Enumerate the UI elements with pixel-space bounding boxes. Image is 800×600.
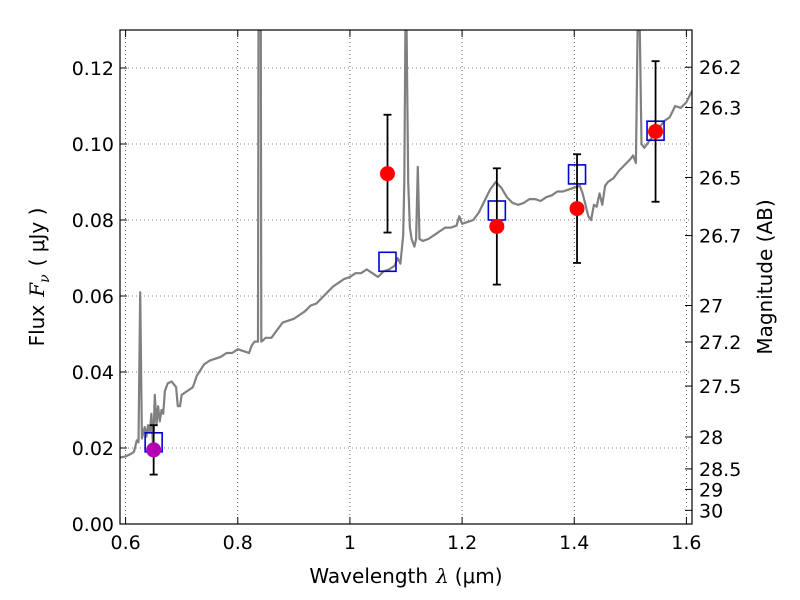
y-tick-label: 0.10 xyxy=(72,134,114,156)
y2-tick-label: 27.2 xyxy=(699,332,741,354)
y-tick-label: 0.12 xyxy=(72,58,114,80)
y-axis-title: FluxFν( μJy ) xyxy=(25,208,53,347)
x-tick-label: 1.2 xyxy=(447,532,477,554)
observed-point xyxy=(146,442,162,458)
y-tick-label: 0.08 xyxy=(72,210,114,232)
y2-tick-label: 27 xyxy=(699,296,723,318)
plot-area xyxy=(120,30,692,476)
y2-tick-label: 30 xyxy=(699,500,723,522)
y2-tick-label: 29 xyxy=(699,479,723,501)
observed-point xyxy=(648,123,664,139)
y2-tick-label: 26.7 xyxy=(699,226,741,248)
observed-point xyxy=(379,166,395,182)
y-tick-label: 0.04 xyxy=(72,362,114,384)
x-tick-label: 0.8 xyxy=(223,532,253,554)
y2-tick-label: 26.2 xyxy=(699,57,741,79)
y2-tick-label: 27.5 xyxy=(699,376,741,398)
y-tick-label: 0.02 xyxy=(72,438,114,460)
x-tick-label: 1.4 xyxy=(559,532,589,554)
model-photometry-square xyxy=(378,251,397,273)
axes-frame xyxy=(119,29,693,525)
y2-tick-label: 28.5 xyxy=(699,459,741,481)
x-axis-title: Wavelength λ (μm) xyxy=(309,564,502,588)
spectrum-line xyxy=(120,30,692,459)
observed-point xyxy=(489,218,505,234)
y-tick-label: 0.06 xyxy=(72,286,114,308)
y2-tick-label: 26.3 xyxy=(699,98,741,120)
y2-axis-title: Magnitude (AB) xyxy=(753,199,777,354)
ticks: 0.6 0.8 1 1.2 1.4 1.6 0.00 0.02 0.04 0.06 0.08 0.10… xyxy=(72,30,741,554)
observed-point xyxy=(569,201,585,217)
x-tick-label: 1.6 xyxy=(671,532,701,554)
grid xyxy=(120,30,692,525)
y2-tick-label: 26.5 xyxy=(699,167,741,189)
x-tick-label: 0.6 xyxy=(110,532,140,554)
x-tick-label: 1 xyxy=(344,532,356,554)
y-tick-label: 0.00 xyxy=(72,514,114,536)
y2-tick-label: 28 xyxy=(699,427,723,449)
